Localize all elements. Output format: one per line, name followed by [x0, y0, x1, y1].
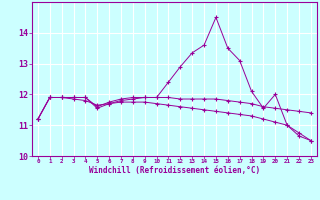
X-axis label: Windchill (Refroidissement éolien,°C): Windchill (Refroidissement éolien,°C)	[89, 166, 260, 175]
